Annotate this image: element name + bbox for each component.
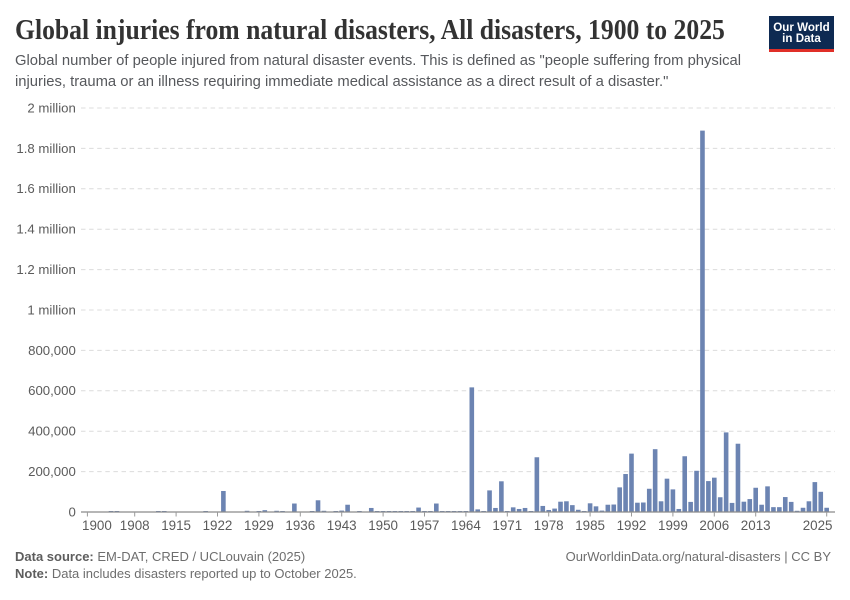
svg-text:1971: 1971 bbox=[492, 518, 522, 533]
svg-text:1964: 1964 bbox=[451, 518, 481, 533]
svg-text:1915: 1915 bbox=[161, 518, 191, 533]
svg-text:2 million: 2 million bbox=[27, 100, 75, 115]
svg-text:1922: 1922 bbox=[203, 518, 233, 533]
svg-text:2025: 2025 bbox=[803, 518, 833, 533]
svg-text:2006: 2006 bbox=[699, 518, 729, 533]
svg-text:1936: 1936 bbox=[285, 518, 315, 533]
svg-text:1900: 1900 bbox=[82, 518, 112, 533]
svg-text:400,000: 400,000 bbox=[28, 424, 76, 439]
svg-text:0: 0 bbox=[68, 504, 75, 519]
svg-text:1 million: 1 million bbox=[27, 302, 75, 317]
svg-text:1929: 1929 bbox=[244, 518, 274, 533]
svg-text:800,000: 800,000 bbox=[28, 343, 76, 358]
svg-text:1.8 million: 1.8 million bbox=[16, 141, 75, 156]
svg-text:1999: 1999 bbox=[658, 518, 688, 533]
svg-text:1957: 1957 bbox=[410, 518, 440, 533]
svg-text:1950: 1950 bbox=[368, 518, 398, 533]
svg-text:600,000: 600,000 bbox=[28, 383, 76, 398]
svg-text:1943: 1943 bbox=[327, 518, 357, 533]
svg-text:1978: 1978 bbox=[534, 518, 564, 533]
svg-text:200,000: 200,000 bbox=[28, 464, 76, 479]
svg-text:1992: 1992 bbox=[617, 518, 647, 533]
svg-text:1.6 million: 1.6 million bbox=[16, 181, 75, 196]
svg-text:1908: 1908 bbox=[120, 518, 150, 533]
svg-text:2013: 2013 bbox=[741, 518, 771, 533]
svg-text:1.4 million: 1.4 million bbox=[16, 222, 75, 237]
svg-text:1.2 million: 1.2 million bbox=[16, 262, 75, 277]
svg-text:1985: 1985 bbox=[575, 518, 605, 533]
